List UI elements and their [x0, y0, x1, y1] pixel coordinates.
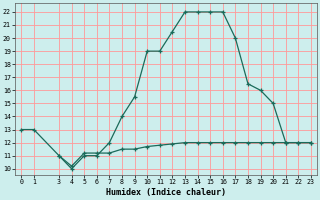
X-axis label: Humidex (Indice chaleur): Humidex (Indice chaleur)	[106, 188, 226, 197]
